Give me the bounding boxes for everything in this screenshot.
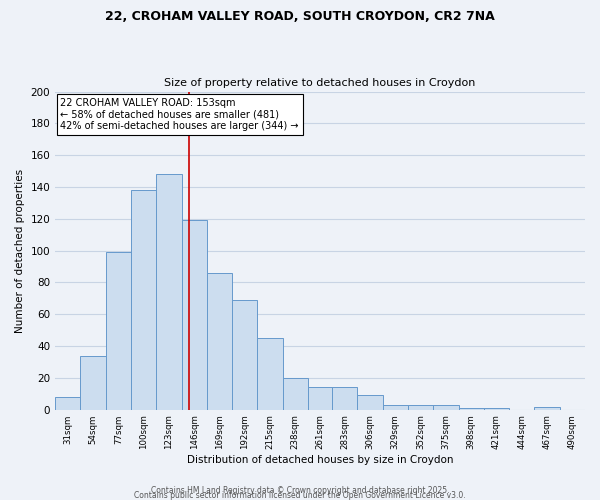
Bar <box>232 300 257 410</box>
Bar <box>182 220 207 410</box>
Text: 22, CROHAM VALLEY ROAD, SOUTH CROYDON, CR2 7NA: 22, CROHAM VALLEY ROAD, SOUTH CROYDON, C… <box>105 10 495 23</box>
Bar <box>131 190 156 410</box>
Bar <box>433 405 458 409</box>
Bar <box>283 378 308 410</box>
Bar <box>383 405 408 409</box>
Bar <box>80 356 106 410</box>
Bar <box>55 397 80 409</box>
Bar <box>484 408 509 410</box>
Bar <box>458 408 484 410</box>
Text: Contains HM Land Registry data © Crown copyright and database right 2025.: Contains HM Land Registry data © Crown c… <box>151 486 449 495</box>
Bar <box>332 388 358 409</box>
Bar <box>207 273 232 409</box>
Bar <box>156 174 182 410</box>
Bar <box>257 338 283 409</box>
Bar <box>106 252 131 410</box>
Bar <box>535 406 560 410</box>
Title: Size of property relative to detached houses in Croydon: Size of property relative to detached ho… <box>164 78 476 88</box>
X-axis label: Distribution of detached houses by size in Croydon: Distribution of detached houses by size … <box>187 455 454 465</box>
Bar <box>408 405 433 409</box>
Y-axis label: Number of detached properties: Number of detached properties <box>15 168 25 332</box>
Bar <box>308 388 332 409</box>
Text: 22 CROHAM VALLEY ROAD: 153sqm
← 58% of detached houses are smaller (481)
42% of : 22 CROHAM VALLEY ROAD: 153sqm ← 58% of d… <box>61 98 299 131</box>
Text: Contains public sector information licensed under the Open Government Licence v3: Contains public sector information licen… <box>134 491 466 500</box>
Bar <box>358 396 383 409</box>
